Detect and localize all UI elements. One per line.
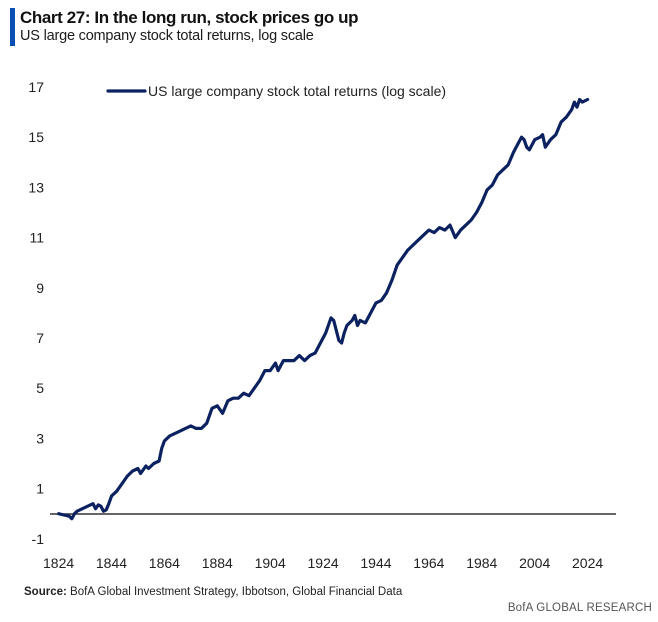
- x-tick-label: 1824: [43, 555, 74, 571]
- y-tick-label: 3: [36, 430, 44, 446]
- x-tick-label: 1984: [466, 555, 497, 571]
- brand-label: BofA GLOBAL RESEARCH: [507, 602, 652, 614]
- x-tick-label: 2024: [572, 555, 603, 571]
- legend: US large company stock total returns (lo…: [106, 83, 446, 99]
- y-tick-label: 15: [28, 129, 44, 145]
- x-tick-label: 2004: [519, 555, 550, 571]
- legend-label: US large company stock total returns (lo…: [148, 83, 446, 99]
- x-tick-label: 1884: [202, 555, 233, 571]
- y-tick-label: 17: [28, 79, 44, 95]
- x-tick-label: 1924: [308, 555, 339, 571]
- x-axis-ticks: 1824 1844 1864 1884 1904 1924 1944 1964 1984 2004…: [43, 555, 603, 571]
- x-tick-label: 1904: [255, 555, 286, 571]
- x-tick-label: 1864: [149, 555, 180, 571]
- x-tick-label: 1964: [413, 555, 444, 571]
- y-tick-label: 1: [36, 481, 44, 497]
- title-block: Chart 27: In the long run, stock prices …: [10, 8, 359, 46]
- chart-title: Chart 27: In the long run, stock prices …: [20, 8, 359, 27]
- y-tick-label: 5: [36, 380, 44, 396]
- source-text: BofA Global Investment Strategy, Ibbotso…: [70, 586, 403, 598]
- y-tick-label: 9: [36, 280, 44, 296]
- chart-subtitle: US large company stock total returns, lo…: [20, 28, 314, 44]
- y-tick-label: 13: [28, 179, 44, 195]
- source-label: Source:: [24, 586, 67, 598]
- y-tick-label: 11: [29, 230, 44, 246]
- y-tick-label: 7: [36, 330, 44, 346]
- x-tick-label: 1844: [96, 555, 127, 571]
- y-tick-label: -1: [32, 531, 45, 547]
- series-line: [57, 97, 590, 521]
- source-note: Source: BofA Global Investment Strategy,…: [24, 586, 402, 598]
- x-tick-label: 1944: [360, 555, 391, 571]
